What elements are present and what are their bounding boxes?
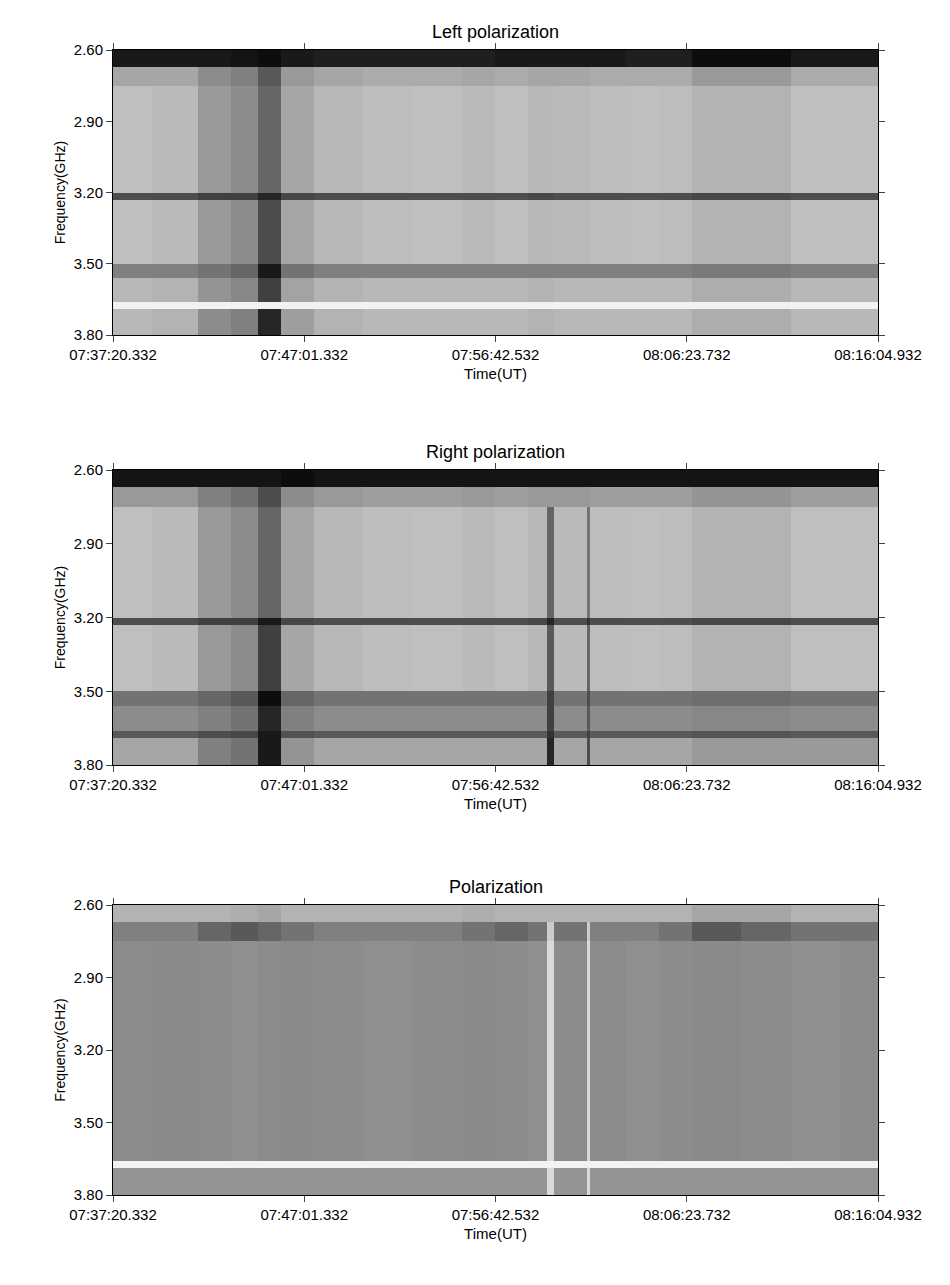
svg-text:08:06:23.732: 08:06:23.732 — [643, 346, 731, 363]
svg-text:07:47:01.332: 07:47:01.332 — [260, 1206, 348, 1223]
svg-text:Left polarization: Left polarization — [432, 22, 559, 42]
svg-text:3.20: 3.20 — [74, 1041, 103, 1058]
svg-text:3.20: 3.20 — [74, 184, 103, 201]
svg-text:2.60: 2.60 — [74, 896, 103, 913]
svg-text:3.20: 3.20 — [74, 609, 103, 626]
svg-text:Time(UT): Time(UT) — [464, 365, 527, 382]
svg-text:07:56:42.532: 07:56:42.532 — [452, 776, 540, 793]
svg-text:Polarization: Polarization — [449, 877, 543, 897]
svg-text:3.50: 3.50 — [74, 255, 103, 272]
svg-text:3.50: 3.50 — [74, 1114, 103, 1131]
svg-text:07:56:42.532: 07:56:42.532 — [452, 1206, 540, 1223]
svg-text:Time(UT): Time(UT) — [464, 1225, 527, 1242]
svg-text:07:47:01.332: 07:47:01.332 — [260, 776, 348, 793]
svg-text:08:16:04.932: 08:16:04.932 — [834, 776, 922, 793]
svg-text:Frequency(GHz): Frequency(GHz) — [52, 998, 68, 1101]
svg-text:2.90: 2.90 — [74, 969, 103, 986]
svg-text:Frequency(GHz): Frequency(GHz) — [52, 141, 68, 244]
svg-text:08:06:23.732: 08:06:23.732 — [643, 1206, 731, 1223]
svg-text:07:56:42.532: 07:56:42.532 — [452, 346, 540, 363]
svg-text:3.80: 3.80 — [74, 1186, 103, 1203]
svg-text:3.80: 3.80 — [74, 756, 103, 773]
svg-text:Frequency(GHz): Frequency(GHz) — [52, 566, 68, 669]
svg-text:07:37:20.332: 07:37:20.332 — [69, 1206, 157, 1223]
svg-text:2.90: 2.90 — [74, 535, 103, 552]
svg-text:Time(UT): Time(UT) — [464, 795, 527, 812]
svg-text:3.50: 3.50 — [74, 683, 103, 700]
svg-text:08:16:04.932: 08:16:04.932 — [834, 1206, 922, 1223]
svg-text:07:47:01.332: 07:47:01.332 — [260, 346, 348, 363]
svg-text:08:16:04.932: 08:16:04.932 — [834, 346, 922, 363]
svg-text:2.60: 2.60 — [74, 41, 103, 58]
svg-text:2.60: 2.60 — [74, 461, 103, 478]
svg-text:2.90: 2.90 — [74, 113, 103, 130]
svg-text:08:06:23.732: 08:06:23.732 — [643, 776, 731, 793]
svg-text:07:37:20.332: 07:37:20.332 — [69, 776, 157, 793]
svg-text:Right polarization: Right polarization — [426, 442, 565, 462]
svg-text:07:37:20.332: 07:37:20.332 — [69, 346, 157, 363]
svg-text:3.80: 3.80 — [74, 326, 103, 343]
